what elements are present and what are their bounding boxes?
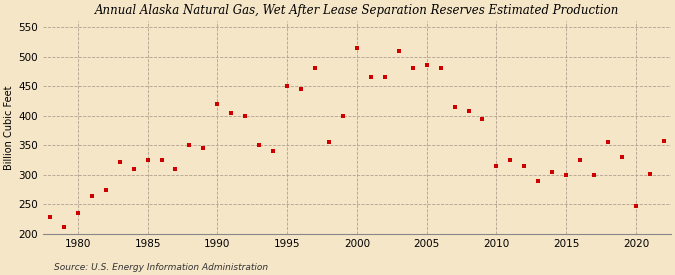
Point [435, 66, 446, 71]
Point [491, 164, 502, 168]
Point [463, 109, 474, 113]
Point [519, 164, 530, 168]
Point [114, 160, 125, 164]
Point [72, 211, 83, 216]
Point [170, 167, 181, 171]
Point [198, 146, 209, 150]
Point [645, 171, 655, 176]
Point [184, 143, 195, 147]
Point [407, 66, 418, 71]
Point [505, 158, 516, 162]
Point [574, 158, 585, 162]
Point [59, 225, 70, 229]
Point [589, 173, 599, 177]
Point [281, 84, 292, 88]
Point [323, 140, 334, 145]
Point [310, 66, 321, 71]
Point [86, 193, 97, 198]
Point [254, 143, 265, 147]
Point [128, 167, 139, 171]
Point [296, 87, 306, 91]
Point [226, 111, 237, 115]
Point [533, 178, 543, 183]
Point [477, 117, 488, 121]
Point [268, 149, 279, 153]
Point [240, 114, 250, 118]
Point [449, 105, 460, 109]
Point [658, 138, 669, 143]
Point [630, 204, 641, 208]
Point [156, 158, 167, 162]
Point [421, 63, 432, 68]
Point [45, 215, 55, 220]
Point [394, 48, 404, 53]
Point [603, 140, 614, 145]
Point [212, 102, 223, 106]
Point [616, 155, 627, 159]
Point [142, 158, 153, 162]
Point [101, 188, 111, 192]
Point [547, 170, 558, 174]
Point [561, 173, 572, 177]
Point [379, 75, 390, 79]
Title: Annual Alaska Natural Gas, Wet After Lease Separation Reserves Estimated Product: Annual Alaska Natural Gas, Wet After Lea… [95, 4, 619, 17]
Y-axis label: Billion Cubic Feet: Billion Cubic Feet [4, 85, 14, 170]
Text: Source: U.S. Energy Information Administration: Source: U.S. Energy Information Administ… [54, 263, 268, 272]
Point [365, 75, 376, 79]
Point [352, 46, 362, 50]
Point [338, 114, 348, 118]
